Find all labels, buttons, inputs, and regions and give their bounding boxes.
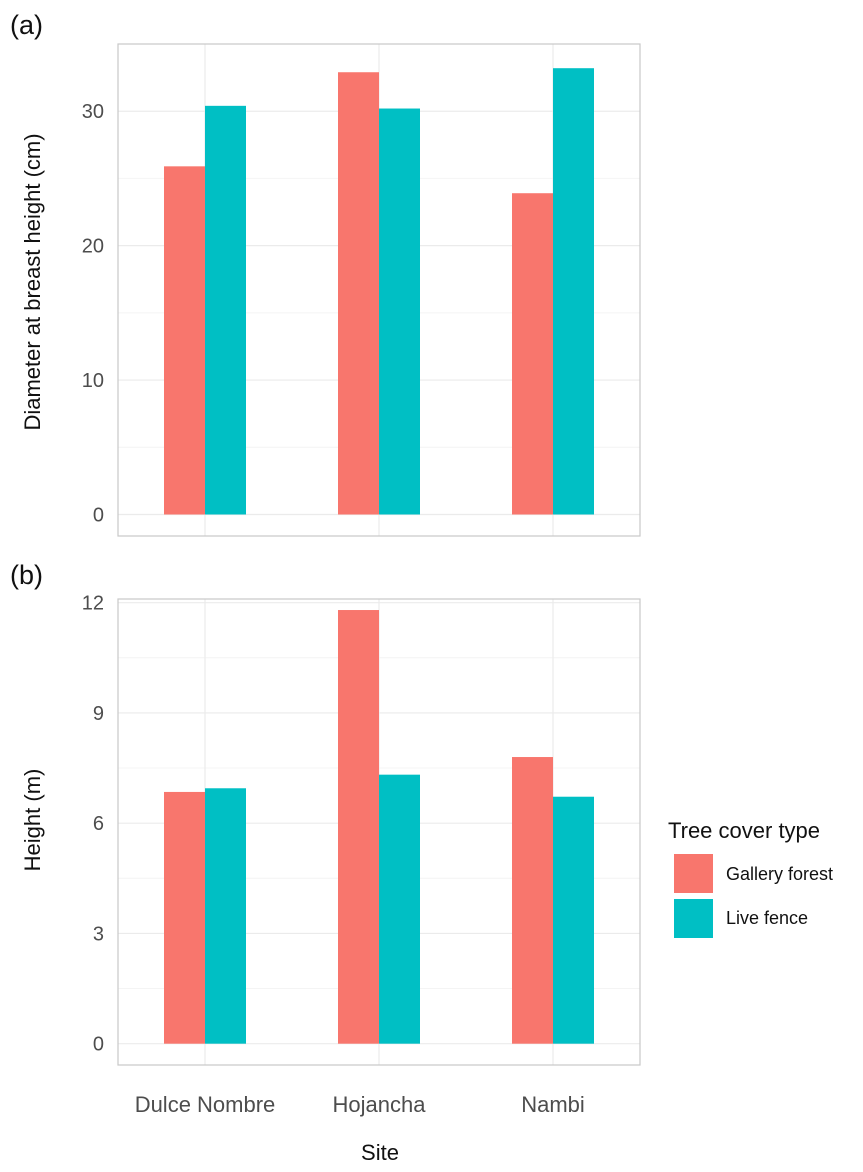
panel-b-bar-live-fence — [553, 796, 594, 1044]
panel-b-y-tick-label: 12 — [82, 593, 104, 615]
panel-a-bar-live-fence — [553, 68, 594, 515]
panel-b-border — [117, 598, 641, 1066]
panel-b-y-tick-label: 0 — [93, 1034, 104, 1056]
legend-swatch-gallery-forest — [674, 854, 713, 893]
legend-title: Tree cover type — [668, 818, 820, 843]
panel-b-bar-gallery-forest — [338, 610, 379, 1044]
panel-b-y-axis-title: Height (m) — [20, 769, 45, 872]
panel-b-plot: 0 3 6 9 12 — [82, 593, 641, 1066]
panel-b-y-tick-label: 6 — [93, 813, 104, 835]
x-tick-label: Dulce Nombre — [135, 1092, 276, 1117]
x-axis-title: Site — [361, 1140, 399, 1165]
x-category-labels: Dulce Nombre Hojancha Nambi — [135, 1092, 585, 1117]
legend-label-gallery-forest: Gallery forest — [726, 864, 833, 884]
panel-b-label: (b) — [10, 560, 43, 590]
panel-a-bar-gallery-forest — [338, 72, 379, 515]
panel-a-y-tick-label: 30 — [82, 101, 104, 123]
panel-b-bar-gallery-forest — [512, 757, 553, 1044]
legend: Tree cover type Gallery forest Live fenc… — [668, 818, 833, 938]
x-tick-label: Nambi — [521, 1092, 585, 1117]
panel-b-bar-gallery-forest — [164, 791, 205, 1044]
panel-a-y-tick-label: 20 — [82, 236, 104, 258]
panel-a-bar-gallery-forest — [164, 166, 205, 515]
panel-b-y-tick-label: 9 — [93, 703, 104, 725]
panel-a-label: (a) — [10, 10, 43, 40]
panel-a-bar-gallery-forest — [512, 193, 553, 515]
panel-a-plot: 0 10 20 30 — [82, 43, 641, 537]
x-tick-label: Hojancha — [333, 1092, 427, 1117]
panel-b-y-tick-label: 3 — [93, 923, 104, 945]
panel-a-y-tick-label: 0 — [93, 504, 104, 526]
panel-a-y-tick-label: 10 — [82, 370, 104, 392]
panel-a-y-axis-title: Diameter at breast height (cm) — [20, 133, 45, 430]
panel-a-bar-live-fence — [379, 108, 420, 515]
legend-label-live-fence: Live fence — [726, 908, 808, 928]
panel-a-bar-live-fence — [205, 105, 246, 515]
panel-a-border — [117, 43, 641, 537]
panel-b-bar-live-fence — [379, 774, 420, 1044]
legend-swatch-live-fence — [674, 899, 713, 938]
panel-b-bar-live-fence — [205, 788, 246, 1044]
